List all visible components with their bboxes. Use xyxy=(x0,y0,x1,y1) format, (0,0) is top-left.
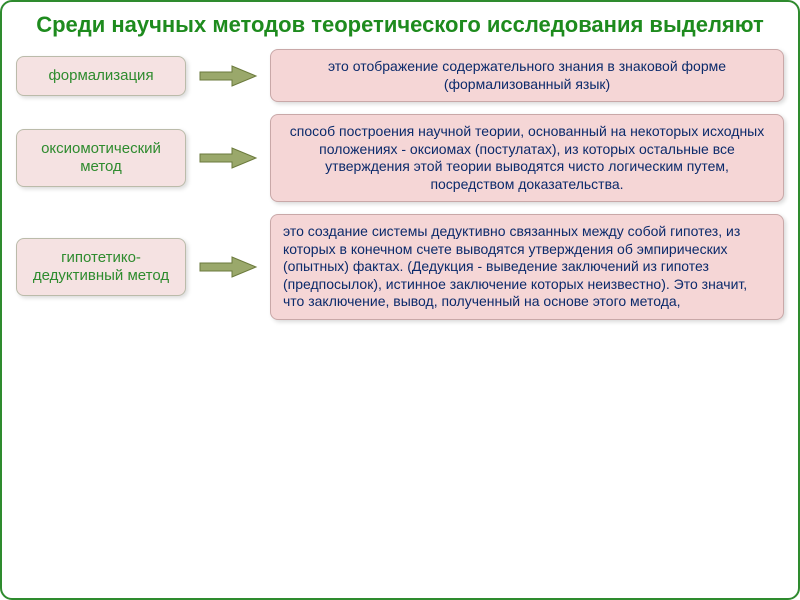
arrow-shape xyxy=(200,66,256,86)
arrow-shape xyxy=(200,148,256,168)
method-row: гипотетико-дедуктивный метод это создани… xyxy=(16,214,784,320)
term-box-formalization: формализация xyxy=(16,56,186,96)
arrow-icon xyxy=(198,144,258,172)
page-title: Среди научных методов теоретического исс… xyxy=(16,12,784,37)
method-row: формализация это отображение содержатель… xyxy=(16,49,784,102)
term-box-hypothetico: гипотетико-дедуктивный метод xyxy=(16,238,186,296)
arrow-icon xyxy=(198,253,258,281)
diagram-page: Среди научных методов теоретического исс… xyxy=(0,0,800,600)
arrow-shape xyxy=(200,257,256,277)
definition-box-axiomatic: способ построения научной теории, основа… xyxy=(270,114,784,202)
arrow-icon xyxy=(198,62,258,90)
definition-box-hypothetico: это создание системы дедуктивно связанны… xyxy=(270,214,784,320)
definition-box-formalization: это отображение содержательного знания в… xyxy=(270,49,784,102)
method-row: оксиомотический метод способ построения … xyxy=(16,114,784,202)
term-box-axiomatic: оксиомотический метод xyxy=(16,129,186,187)
rows-container: формализация это отображение содержатель… xyxy=(16,49,784,320)
